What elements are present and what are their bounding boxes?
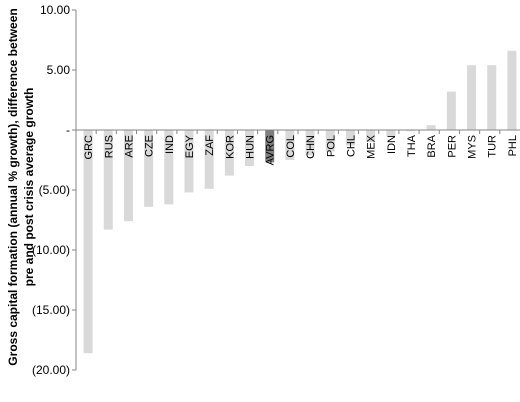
bar-egy (184, 130, 194, 193)
x-axis: GRC RUS ARE CZE IND EGY ZAF KOR HUN AVRG COL CHN POL… (75, 129, 520, 165)
y-tick-label: - (66, 123, 70, 137)
bar-rus (103, 130, 113, 230)
x-tick-label-ind: IND (164, 135, 176, 154)
x-tick-label-chn: CHN (305, 135, 317, 159)
x-tick-label-col: COL (285, 135, 297, 158)
bar-cze (144, 130, 154, 207)
y-axis-title: Gross capital formation (annual % growth… (6, 8, 36, 365)
bar-avrg (265, 130, 275, 163)
bar-hun (245, 130, 255, 166)
x-tick-label-zaf: ZAF (204, 135, 216, 156)
bar-are (123, 130, 133, 222)
y-tick-label: (15.00) (32, 303, 70, 317)
x-tick-label-hun: HUN (245, 135, 257, 159)
y-tick-label: 5.00 (47, 63, 71, 77)
bar-chn (305, 130, 315, 156)
y-axis-title-line-2: pre and post crisis average growth (22, 88, 36, 287)
bar-mys (467, 65, 477, 130)
x-tick-label-per: PER (446, 135, 458, 158)
x-tick-label-kor: KOR (224, 135, 236, 159)
x-tick-label-grc: GRC (83, 135, 95, 160)
bar-zaf (204, 130, 214, 189)
bar-grc (83, 130, 93, 354)
bar-tha (406, 130, 416, 132)
y-axis-title-line-1: Gross capital formation (annual % growth… (6, 8, 20, 365)
x-tick-label-tur: TUR (487, 135, 499, 158)
bar-ind (164, 130, 174, 205)
y-tick-label: (20.00) (32, 363, 70, 377)
x-tick-label-tha: THA (406, 134, 418, 157)
x-tick-label-rus: RUS (103, 135, 115, 158)
bar-pol (325, 130, 335, 152)
x-tick-label-mex: MEX (366, 134, 378, 159)
x-tick-label-idn: IDN (386, 135, 398, 154)
x-tick-label-are: ARE (123, 135, 135, 158)
x-tick-label-avrg: AVRG (265, 135, 277, 165)
bar-kor (224, 130, 234, 176)
bar-idn (386, 130, 396, 136)
x-tick-label-pol: POL (325, 135, 337, 157)
x-tick-label-chl: CHL (345, 135, 357, 157)
y-tick-label: 10.00 (40, 3, 70, 17)
y-tick-label: (10.00) (32, 243, 70, 257)
x-tick-label-egy: EGY (184, 134, 196, 158)
bar-per (446, 91, 456, 130)
x-tick-label-mys: MYS (467, 135, 479, 159)
bar-phl (507, 50, 517, 130)
bar-bra (426, 125, 436, 130)
bar-tur (487, 65, 497, 130)
bars (83, 50, 517, 354)
y-axis: 10.00 5.00 - (5.00) (10.00) (15.00) (20.00) (32, 3, 77, 377)
x-tick-label-bra: BRA (426, 134, 438, 157)
x-tick-label-cze: CZE (144, 135, 156, 157)
x-tick-label-phl: PHL (507, 135, 519, 156)
y-tick-label: (5.00) (39, 183, 70, 197)
bar-chl (345, 130, 355, 146)
bar-mex (366, 130, 376, 142)
bar-col (285, 130, 295, 160)
